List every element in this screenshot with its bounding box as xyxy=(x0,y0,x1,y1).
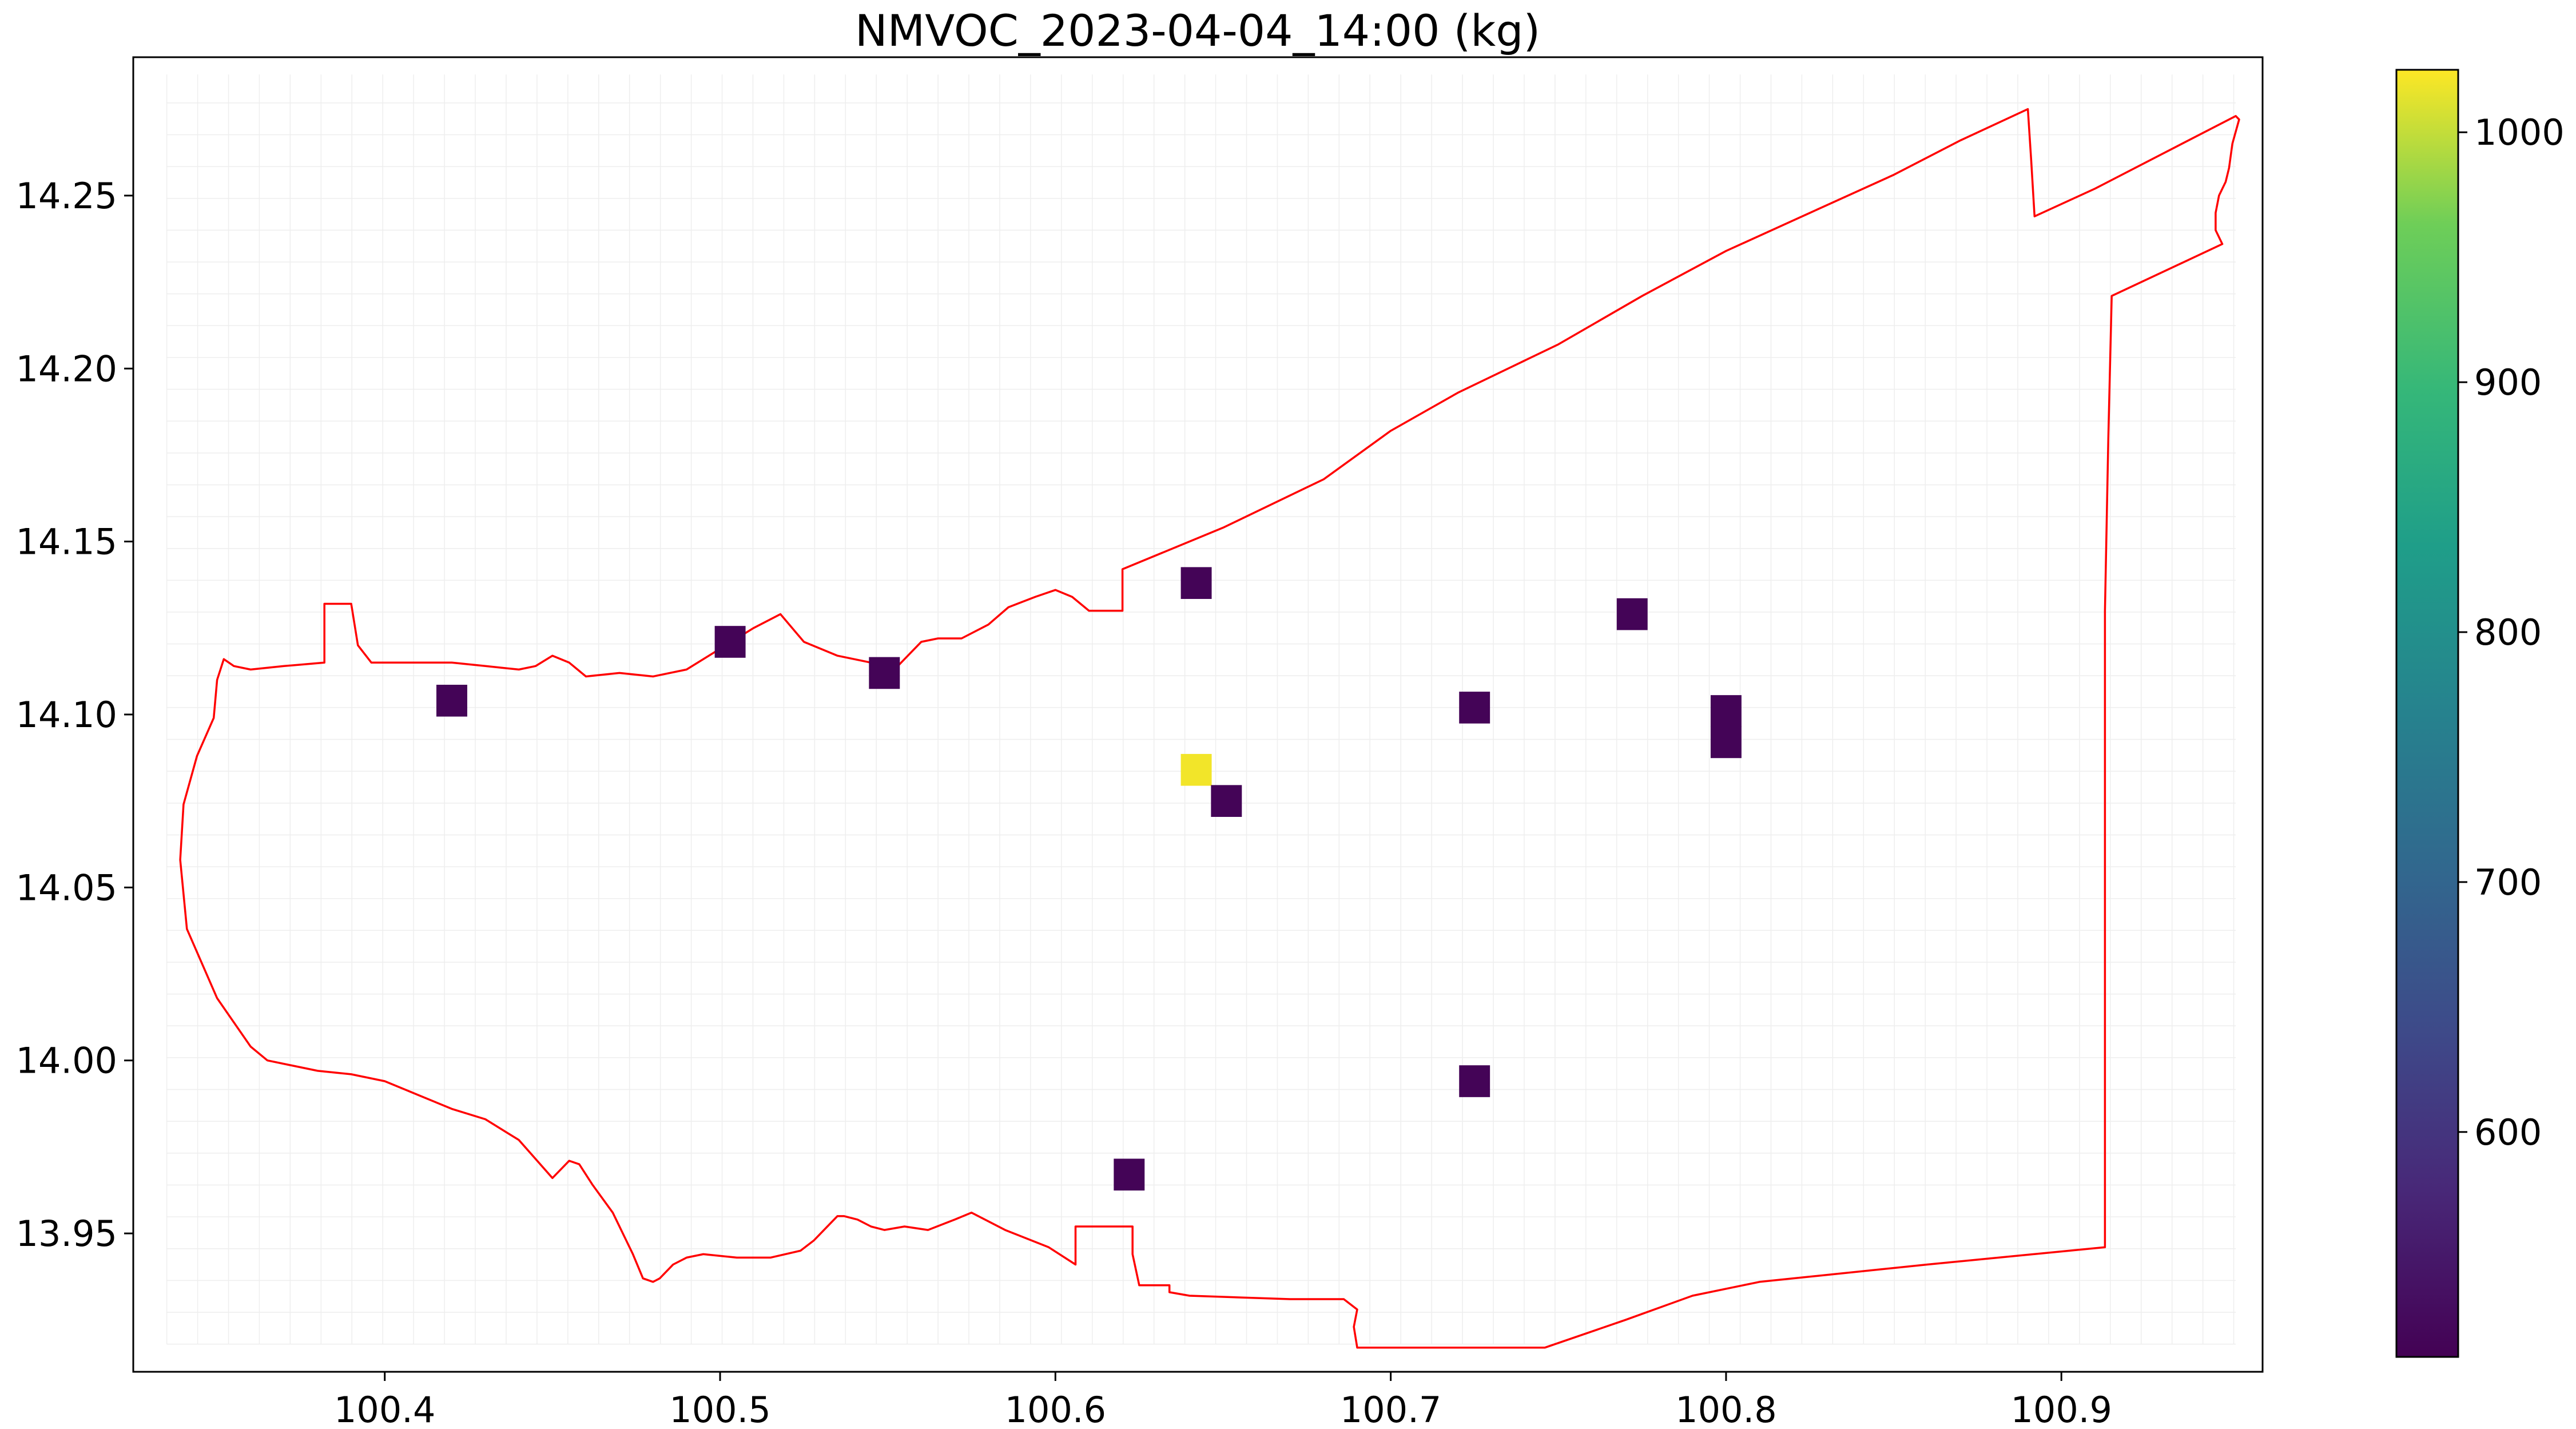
colorbar-fill xyxy=(2396,70,2458,1357)
emission-cell xyxy=(1616,598,1648,630)
plot-background xyxy=(133,57,2263,1372)
emission-cell xyxy=(1211,785,1242,817)
y-tick-label: 14.15 xyxy=(16,521,118,563)
x-tick-label: 100.9 xyxy=(2010,1389,2112,1429)
emission-cell xyxy=(436,684,467,717)
y-tick-label: 14.00 xyxy=(16,1040,118,1082)
y-tick-label: 14.05 xyxy=(16,867,118,908)
x-axis: 100.4 100.5 100.6 100.7 100.8 100.9 xyxy=(334,1372,2112,1429)
colorbar-tick-label: 1000 xyxy=(2474,112,2565,153)
x-tick-label: 100.6 xyxy=(1005,1389,1107,1429)
emission-cell xyxy=(1180,567,1212,600)
emission-cell xyxy=(1710,726,1742,759)
colorbar-tick-label: 600 xyxy=(2474,1112,2542,1153)
y-tick-label: 14.20 xyxy=(16,348,118,390)
emission-cells xyxy=(436,567,1742,1191)
emission-cell xyxy=(1710,695,1742,727)
region-boundary xyxy=(179,108,2240,1349)
y-axis: 13.95 14.00 14.05 14.10 14.15 14.20 14.25 xyxy=(16,175,133,1255)
emission-cell xyxy=(714,626,746,658)
colorbar-tick-label: 700 xyxy=(2474,862,2542,903)
y-tick-label: 13.95 xyxy=(16,1213,118,1255)
y-tick-label: 14.25 xyxy=(16,175,118,217)
chart-title: NMVOC_2023-04-04_14:00 (kg) xyxy=(855,5,1540,56)
colorbar-tick-label: 900 xyxy=(2474,362,2542,403)
y-tick-label: 14.10 xyxy=(16,694,118,736)
x-tick-label: 100.4 xyxy=(334,1389,436,1429)
colorbar-frame xyxy=(2395,69,2459,1358)
emission-cell xyxy=(1114,1158,1145,1191)
colorbar-tick-label: 800 xyxy=(2474,612,2542,653)
x-tick-label: 100.8 xyxy=(1675,1389,1777,1429)
emission-cell xyxy=(1459,1065,1490,1097)
x-tick-label: 100.7 xyxy=(1340,1389,1442,1429)
emission-cell xyxy=(1180,753,1212,786)
colorbar-ticks: 600 700 800 900 1000 xyxy=(2458,112,2565,1153)
emission-cell xyxy=(1459,692,1490,724)
colorbar: 600 700 800 900 1000 xyxy=(2395,69,2565,1358)
emission-cell xyxy=(869,657,900,689)
x-tick-label: 100.5 xyxy=(669,1389,771,1429)
plot-area xyxy=(133,57,2263,1372)
